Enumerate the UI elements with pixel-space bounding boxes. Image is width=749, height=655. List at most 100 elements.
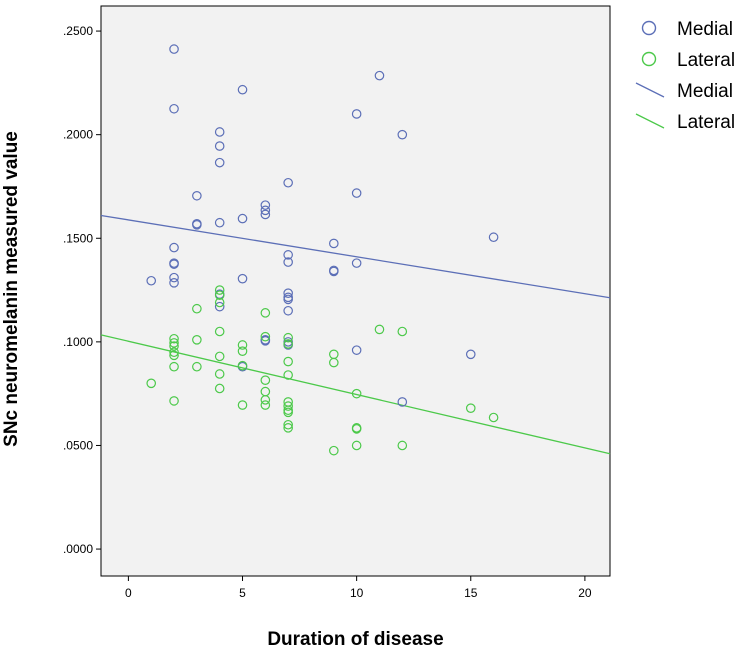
legend-swatch-circle [641, 51, 657, 67]
y-tick-label: .1500 [63, 231, 93, 245]
point-lateral [283, 332, 293, 343]
point-medial [169, 259, 179, 269]
y-tick-label: .0000 [63, 542, 93, 556]
point-medial [192, 220, 202, 230]
point-lateral [192, 334, 202, 345]
x-tick-label: 0 [125, 586, 132, 600]
y-tick-label: .2500 [63, 24, 93, 38]
point-medial [169, 103, 179, 114]
legend-swatch-line [635, 113, 665, 129]
point-lateral [260, 375, 271, 385]
point-lateral [214, 326, 225, 337]
point-medial [351, 345, 362, 355]
legend-label: Lateral [677, 112, 735, 133]
point-medial [283, 288, 293, 298]
point-lateral [397, 326, 408, 337]
point-medial [283, 250, 293, 260]
point-lateral [488, 412, 499, 423]
y-tick-label: .0500 [63, 438, 93, 452]
point-lateral [260, 395, 271, 405]
x-tick-label: 15 [464, 586, 478, 600]
point-lateral [237, 360, 248, 371]
point-medial [260, 200, 271, 210]
point-medial [237, 273, 248, 284]
point-lateral [192, 361, 202, 372]
point-lateral [169, 333, 179, 344]
point-medial [283, 257, 293, 267]
point-lateral [169, 350, 179, 361]
point-medial [351, 109, 362, 119]
point-medial [169, 278, 179, 288]
legend-swatch-line [635, 82, 665, 98]
point-medial [260, 209, 271, 220]
y-tick-label: .2000 [63, 128, 93, 142]
point-medial [214, 217, 225, 228]
legend-label: Medial [677, 81, 733, 102]
point-medial [237, 84, 248, 95]
point-medial [397, 397, 408, 407]
point-medial [237, 213, 248, 224]
fit-line-lateral [100, 334, 611, 455]
point-lateral [351, 388, 362, 399]
point-lateral [283, 419, 293, 430]
point-medial [260, 336, 271, 346]
point-medial [465, 349, 476, 360]
point-lateral [214, 297, 225, 308]
point-lateral [465, 403, 476, 413]
points-layer [146, 44, 499, 456]
x-tick-label: 10 [350, 586, 364, 600]
point-lateral [283, 401, 293, 411]
point-medial [146, 275, 157, 286]
point-lateral [237, 400, 248, 410]
point-medial [351, 188, 362, 198]
point-medial [283, 294, 293, 305]
legend-label: Lateral [677, 50, 735, 71]
point-lateral [169, 341, 179, 351]
point-lateral [192, 303, 202, 314]
point-lateral [374, 324, 385, 335]
point-medial [169, 44, 179, 54]
point-lateral [214, 351, 225, 362]
point-medial [260, 205, 271, 216]
point-lateral [214, 285, 225, 295]
point-medial [214, 157, 225, 168]
point-medial [214, 301, 225, 312]
y-tick-label: .1000 [63, 335, 93, 349]
point-medial [329, 266, 339, 277]
point-medial [351, 258, 362, 268]
point-lateral [214, 383, 225, 394]
fit-lines [100, 214, 611, 455]
point-medial [169, 272, 179, 283]
point-lateral [329, 357, 339, 368]
point-lateral [260, 400, 271, 410]
point-medial [192, 190, 202, 201]
point-medial [214, 127, 225, 137]
point-lateral [283, 423, 293, 433]
point-lateral [283, 339, 293, 349]
point-medial [488, 232, 499, 243]
point-lateral [283, 356, 293, 367]
point-medial [283, 305, 293, 316]
point-medial [374, 70, 385, 81]
x-axis-title: Duration of disease [267, 629, 443, 650]
x-axis: 0 5 10 15 20 [125, 576, 592, 600]
fit-line-medial [100, 214, 611, 299]
point-medial [214, 141, 225, 151]
y-axis: .0000 .0500 .1000 .1500 .2000 .2500 [63, 24, 101, 556]
point-lateral [260, 331, 271, 342]
point-medial [169, 242, 179, 253]
point-lateral [283, 370, 293, 380]
point-lateral [351, 424, 362, 434]
point-lateral [214, 290, 225, 301]
point-medial [397, 129, 408, 140]
y-axis-title: SNc neuromelanin measured value [1, 131, 22, 447]
point-lateral [169, 396, 179, 406]
point-lateral [329, 445, 339, 456]
point-lateral [169, 361, 179, 372]
point-lateral [169, 347, 179, 358]
x-tick-label: 5 [239, 586, 246, 600]
point-lateral [260, 308, 271, 318]
point-medial [329, 238, 339, 249]
